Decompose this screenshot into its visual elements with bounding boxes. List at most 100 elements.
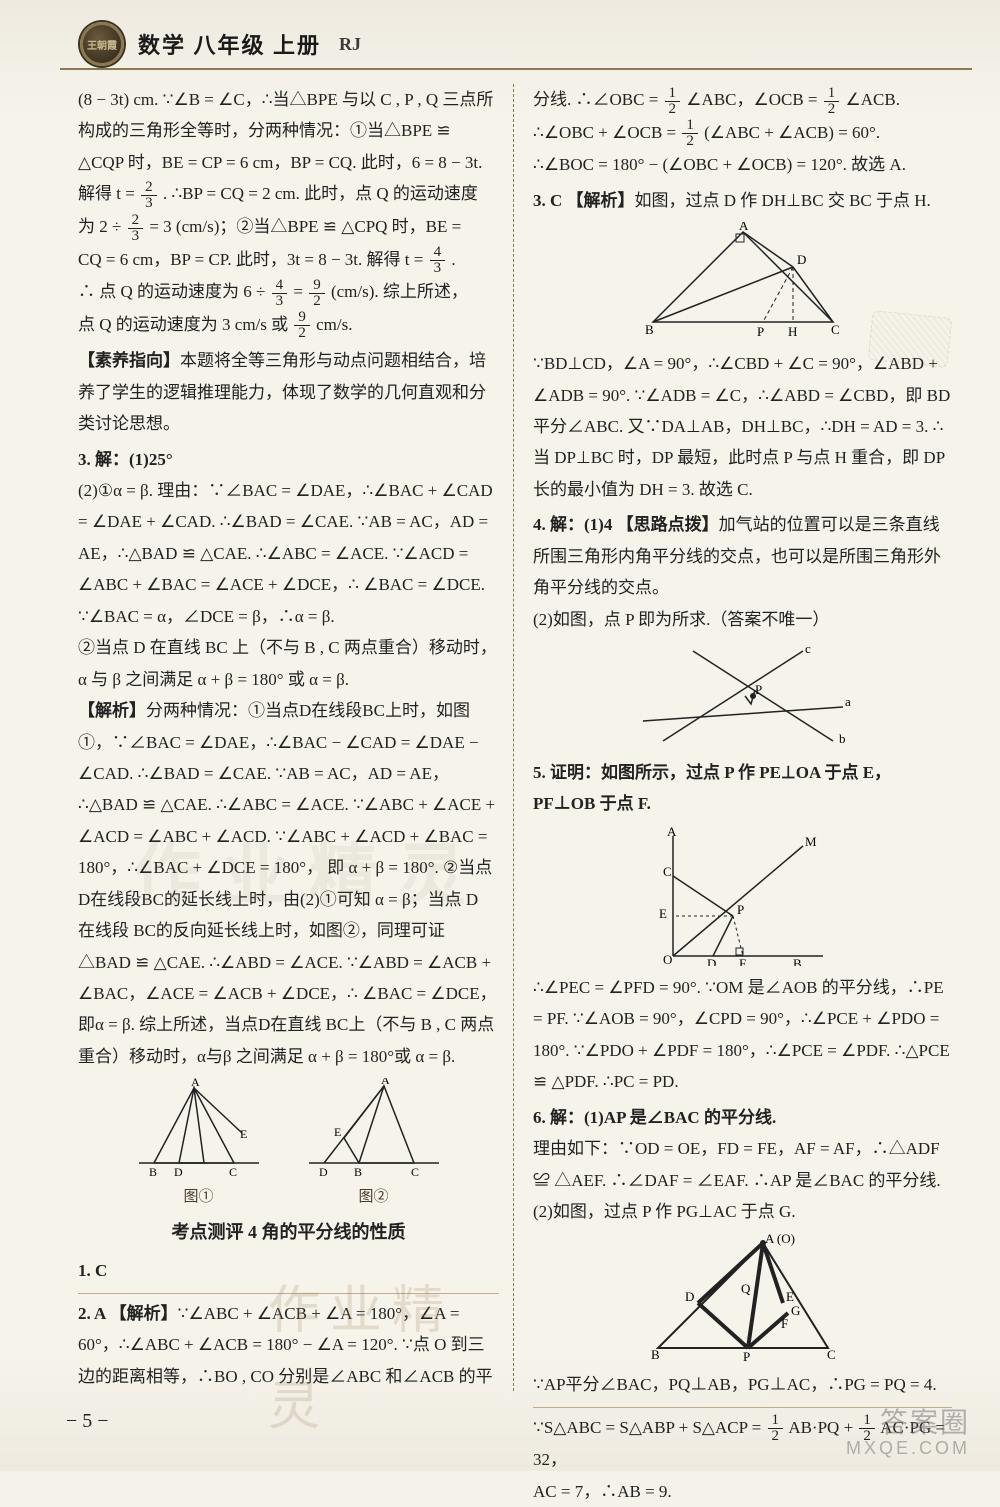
svg-text:P: P — [737, 902, 744, 917]
svg-text:C: C — [831, 322, 840, 337]
svg-text:A (O): A (O) — [765, 1233, 795, 1246]
svg-text:E: E — [240, 1127, 247, 1141]
num: 2 — [128, 213, 144, 229]
text: ∴ 点 Q 的运动速度为 6 ÷ — [78, 282, 270, 301]
text: ∴∠OBC + ∠OCB = — [533, 123, 680, 142]
num: 2 — [141, 180, 157, 196]
fraction-1-2: 12 — [768, 1413, 784, 1444]
fraction-1-2: 12 — [682, 118, 698, 149]
text: 分线. ∴∠OBC = — [533, 90, 663, 109]
q4-body2: (2)如图，点 P 即为所求.（答案不唯一） — [533, 604, 952, 635]
q4-label: 【思路点拨】 — [617, 515, 719, 534]
diagram-2: A E D B C 图② — [304, 1072, 444, 1212]
q4-head: 4. 解：(1)4 — [533, 515, 617, 534]
pg-ac-diagram: A (O) D Q G E F B P C — [643, 1233, 843, 1363]
analysis-label: 【解析】 — [78, 701, 146, 720]
text: . — [451, 250, 455, 269]
a2-label: 【解析】 — [110, 1304, 178, 1323]
num: 4 — [430, 245, 446, 261]
svg-text:P: P — [743, 1349, 750, 1363]
svg-text:A: A — [667, 826, 677, 839]
text: = — [293, 282, 307, 301]
fraction-9-2: 92 — [294, 310, 310, 341]
text: (∠ABC + ∠ACB) = 60°. — [704, 123, 880, 142]
q3-block: 3. C 【解析】如图，过点 D 作 DH⊥BC 交 BC 于点 H. — [533, 185, 952, 216]
svg-text:D: D — [707, 956, 716, 966]
header-title: 数学 八年级 上册 — [138, 28, 321, 60]
svg-text:C: C — [827, 1347, 836, 1362]
den: 3 — [430, 261, 446, 276]
num: 9 — [294, 310, 310, 326]
sol-line: 解得 t = 23 . ∴BP = CQ = 2 cm. 此时，点 Q 的运动速… — [78, 178, 499, 211]
svg-text:P: P — [755, 682, 762, 697]
diagram-2-caption: 图② — [304, 1184, 444, 1212]
footer-wm-url: MXQE.COM — [846, 1439, 970, 1459]
svg-text:E: E — [786, 1289, 794, 1304]
den: 2 — [768, 1429, 784, 1444]
q6-body1: 理由如下：∵OD = OE，FD = FE，AF = AF，∴△ADF ≌ △A… — [533, 1133, 952, 1196]
den: 2 — [665, 102, 681, 117]
page-number: − 5 − — [66, 1410, 109, 1433]
two-column-body: 作业精灵 (8 − 3t) cm. ∵∠B = ∠C，∴当△BPE 与以 C ,… — [68, 84, 958, 1391]
svg-text:O: O — [663, 952, 672, 966]
q3-analysis: 【解析】分两种情况：①当点D在线段BC上时，如图①，∵∠BAC = ∠DAE，∴… — [78, 695, 499, 1072]
svg-text:B: B — [793, 956, 802, 966]
sol-line: ∴∠BOC = 180° − (∠OBC + ∠OCB) = 120°. 故选 … — [533, 149, 952, 180]
diagram-1: A E B D C 图① — [134, 1072, 264, 1212]
sol-line: △CQP 时，BE = CP = 6 cm，BP = CQ. 此时，6 = 8 … — [78, 147, 499, 178]
svg-text:B: B — [149, 1165, 157, 1178]
den: 2 — [309, 294, 325, 309]
angle-bisector-diagram: P b a c — [633, 641, 853, 751]
diagram-1-caption: 图① — [134, 1184, 264, 1212]
svg-text:H: H — [788, 324, 797, 339]
page-root: 王朝霞 数学 八年级 上册 RJ 作业精灵 (8 − 3t) cm. ∵∠B =… — [0, 0, 1000, 1471]
num: 4 — [272, 278, 288, 294]
svg-text:F: F — [781, 1316, 788, 1331]
q3-part2: ②当点 D 在直线 BC 上（不与 B , C 两点重合）移动时，α 与 β 之… — [78, 632, 499, 695]
q4-block: 4. 解：(1)4 【思路点拨】加气站的位置可以是三条直线所围三角形内角平分线的… — [533, 509, 952, 603]
svg-text:D: D — [797, 252, 806, 267]
svg-text:E: E — [659, 906, 667, 921]
svg-text:C: C — [411, 1165, 419, 1178]
sol-line: CQ = 6 cm，BP = CP. 此时，3t = 8 − 3t. 解得 t … — [78, 244, 499, 277]
text: ∠ACB. — [846, 90, 900, 109]
fraction-1-2: 12 — [665, 86, 681, 117]
q5-head: 5. 证明：如图所示，过点 P 作 PE⊥OA 于点 E，PF⊥OB 于点 F. — [533, 757, 952, 820]
q3-label: 【解析】 — [567, 191, 635, 210]
svg-text:P: P — [757, 324, 764, 339]
svg-text:b: b — [839, 731, 846, 746]
sol-line: 分线. ∴∠OBC = 12 ∠ABC，∠OCB = 12 ∠ACB. — [533, 84, 952, 117]
answer-1: 1. C — [78, 1255, 499, 1286]
q6-body2: (2)如图，过点 P 作 PG⊥AC 于点 G. — [533, 1196, 952, 1227]
q3-body: ∵BD⊥CD，∠A = 90°，∴∠CBD + ∠C = 90°，∠ABD + … — [533, 348, 952, 505]
fraction-1-2: 12 — [824, 86, 840, 117]
svg-text:Q: Q — [741, 1281, 751, 1296]
tip-label: 【素养指向】 — [78, 351, 180, 370]
num: 1 — [768, 1413, 784, 1429]
q6-head: 6. 解：(1)AP 是∠BAC 的平分线. — [533, 1102, 952, 1133]
fraction-4-3: 43 — [430, 245, 446, 276]
svg-text:F: F — [739, 956, 746, 966]
footer-watermark: 答案圈 MXQE.COM — [846, 1408, 970, 1459]
svg-text:C: C — [663, 864, 672, 879]
den: 3 — [272, 294, 288, 309]
fraction-4-3: 43 — [272, 278, 288, 309]
header-suffix: RJ — [339, 34, 361, 55]
den: 2 — [682, 134, 698, 149]
svg-text:M: M — [805, 834, 817, 849]
q5-body: ∴∠PEC = ∠PFD = 90°. ∵OM 是∠AOB 的平分线，∴PE =… — [533, 972, 952, 1098]
den: 2 — [824, 102, 840, 117]
num: 1 — [665, 86, 681, 102]
svg-text:D: D — [174, 1165, 183, 1178]
svg-text:B: B — [354, 1165, 362, 1178]
svg-text:D: D — [685, 1289, 694, 1304]
triangle-diagram-1-svg: A E B D C — [134, 1078, 264, 1178]
svg-text:B: B — [651, 1347, 660, 1362]
fraction-9-2: 92 — [309, 278, 325, 309]
triangle-dh-diagram: A D B P H C — [633, 222, 853, 342]
text: CQ = 6 cm，BP = CP. 此时，3t = 8 − 3t. 解得 t … — [78, 250, 428, 269]
svg-text:D: D — [319, 1165, 328, 1178]
triangle-diagram-2-svg: A E D B C — [304, 1078, 444, 1178]
text: . ∴BP = CQ = 2 cm. 此时，点 Q 的运动速度 — [163, 184, 478, 203]
right-column: 分线. ∴∠OBC = 12 ∠ABC，∠OCB = 12 ∠ACB. ∴∠OB… — [513, 84, 958, 1391]
